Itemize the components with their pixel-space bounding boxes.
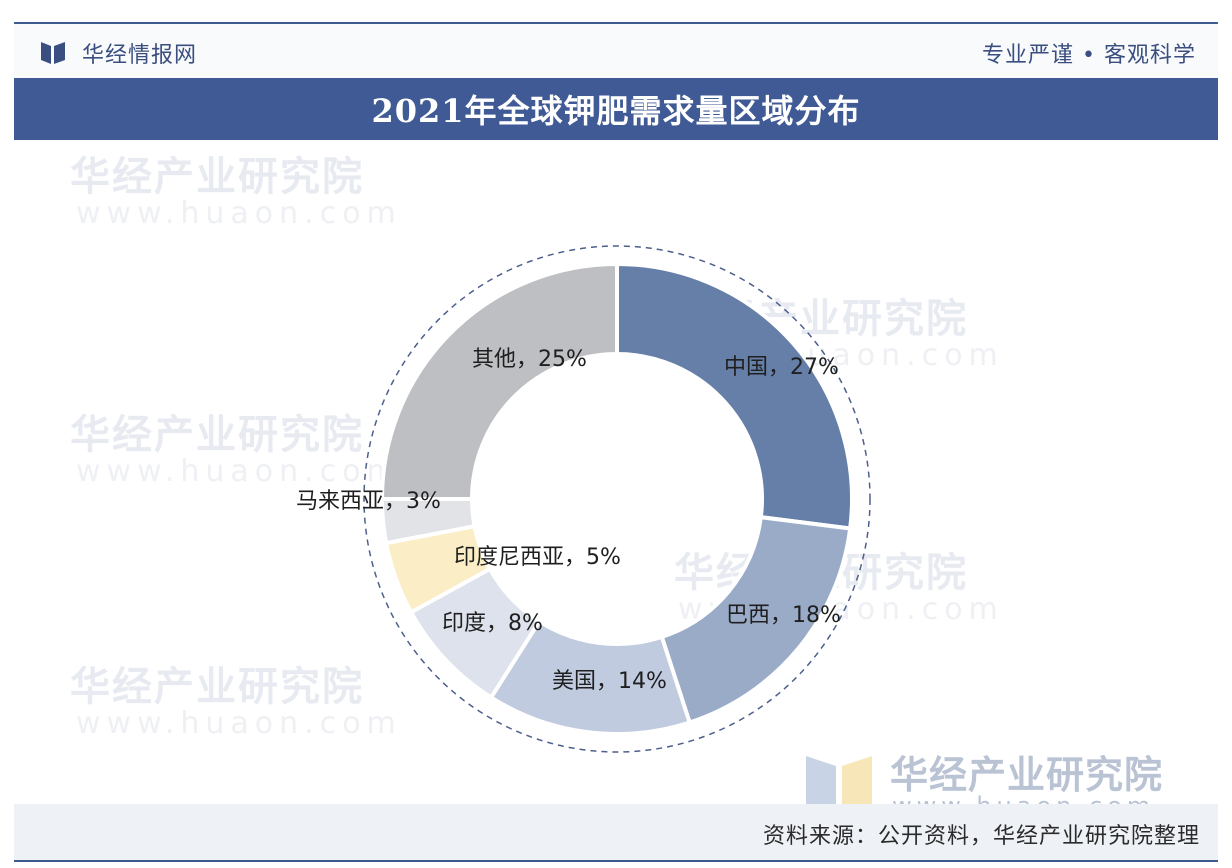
donut-slice-1	[615, 261, 854, 531]
title-bar: 2021年全球钾肥需求量区域分布	[14, 78, 1218, 140]
dashed-guide-ring	[363, 245, 871, 753]
slice-label-5: 印度尼西亚，5%	[454, 545, 621, 570]
plot-area: 华经产业研究院 www.huaon.com 华经产业研究院 www.huaon.…	[14, 140, 1218, 810]
header: 华经情报网 专业严谨 • 客观科学	[14, 24, 1218, 78]
brand-logo-icon	[41, 42, 65, 64]
slice-label-1: 中国，27%	[724, 355, 839, 380]
brand-watermark-icon	[806, 756, 872, 814]
motto: 专业严谨 • 客观科学	[982, 43, 1196, 68]
brand-watermark-text: 华经产业研究院	[890, 753, 1164, 797]
footer: 资料来源：公开资料，华经产业研究院整理	[14, 804, 1218, 860]
slice-label-3: 美国，14%	[552, 669, 667, 694]
donut-chart: 中国，27% 巴西，18% 美国，14% 印度，8% 印度尼西亚，5% 马来西亚，3% 其他…	[296, 245, 871, 753]
donut-slice-7	[379, 261, 619, 501]
brand-name: 华经情报网	[82, 43, 198, 68]
slice-label-4: 印度，8%	[442, 611, 543, 636]
slice-label-6: 马来西亚，3%	[296, 489, 441, 514]
source-note: 资料来源：公开资料，华经产业研究院整理	[762, 824, 1200, 849]
chart-title: 2021年全球钾肥需求量区域分布	[371, 92, 861, 130]
slice-label-7: 其他，25%	[472, 347, 587, 372]
slice-label-2: 巴西，18%	[726, 603, 841, 628]
chart-frame: 华经情报网 专业严谨 • 客观科学 2021年全球钾肥需求量区域分布 华经产业研…	[14, 22, 1218, 862]
